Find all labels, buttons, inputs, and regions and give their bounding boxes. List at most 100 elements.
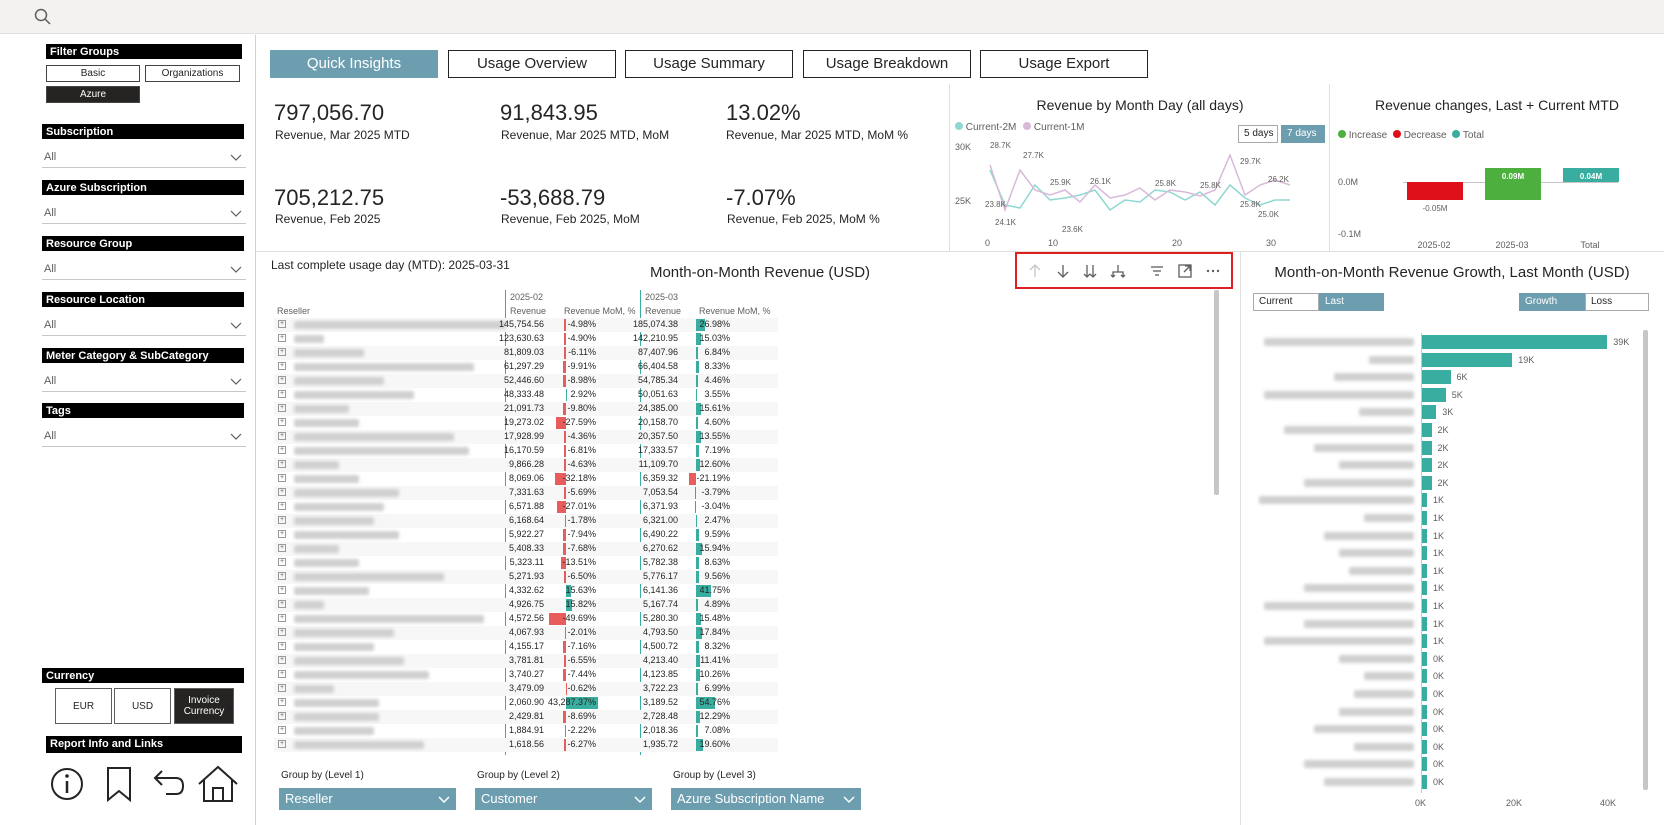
growth-bar[interactable] [1422, 563, 1427, 578]
type-growth-button[interactable]: Growth [1519, 293, 1585, 311]
table-row[interactable]: +7,331.63 -5.69% 7,053.54 -3.79% [274, 486, 778, 500]
growth-bar[interactable] [1422, 475, 1432, 490]
table-row[interactable]: +48,333.48 2.92% 50,051.63 3.55% [274, 388, 778, 402]
table-row[interactable]: +4,067.93 -2.01% 4,793.50 17.84% [274, 626, 778, 640]
expand-icon[interactable]: + [278, 642, 286, 650]
growth-bar[interactable] [1422, 335, 1608, 349]
expand-icon[interactable]: + [278, 348, 286, 356]
info-icon[interactable] [47, 764, 87, 804]
table-row[interactable]: +4,332.62 15.63% 6,141.36 41.75% [274, 584, 778, 598]
table-row[interactable]: +16,170.59 -6.81% 17,333.57 7.19% [274, 444, 778, 458]
expand-icon[interactable]: + [278, 656, 286, 664]
expand-icon[interactable]: + [278, 740, 286, 748]
filter-icon[interactable] [1149, 263, 1165, 279]
table-row[interactable]: +5,408.33 -7.68% 6,270.62 15.94% [274, 542, 778, 556]
more-options-icon[interactable] [1205, 263, 1221, 279]
period-current-button[interactable]: Current [1253, 293, 1319, 311]
currency-invoice-button[interactable]: Invoice Currency [174, 688, 234, 724]
growth-bar[interactable] [1422, 775, 1427, 789]
table-row[interactable]: +5,323.11 -13.51% 5,782.38 8.63% [274, 556, 778, 570]
table-row[interactable]: +145,754.56 -4.98% 185,074.38 26.98% [274, 318, 778, 332]
expand-icon[interactable]: + [278, 670, 286, 678]
growth-bar[interactable] [1422, 405, 1437, 420]
expand-icon[interactable]: + [278, 586, 286, 594]
table-row[interactable]: +19,273.02 -27.59% 20,158.70 4.60% [274, 416, 778, 430]
expand-icon[interactable]: + [278, 698, 286, 706]
expand-icon[interactable]: + [278, 320, 286, 328]
table-row[interactable]: +123,630.63 -4.90% 142,210.95 15.03% [274, 332, 778, 346]
group-by-level3-dropdown[interactable]: Azure Subscription Name [671, 788, 861, 810]
table-row[interactable]: +1,884.91 -2.22% 2,018.36 7.08% [274, 724, 778, 738]
group-by-level2-dropdown[interactable]: Customer [475, 788, 652, 810]
table-row[interactable]: +4,926.75 15.82% 5,167.74 4.89% [274, 598, 778, 612]
growth-bar[interactable] [1422, 581, 1427, 596]
table-row[interactable]: +3,740.27 -7.44% 4,123.85 10.26% [274, 668, 778, 682]
back-icon[interactable] [148, 764, 188, 804]
search-icon[interactable] [33, 7, 53, 27]
growth-bar[interactable] [1422, 722, 1427, 737]
table-row[interactable]: +4,572.56 -49.69% 5,280.30 15.48% [274, 612, 778, 626]
type-loss-button[interactable]: Loss [1585, 293, 1649, 311]
growth-bar[interactable] [1422, 704, 1427, 719]
expand-icon[interactable]: + [278, 502, 286, 510]
growth-bar[interactable] [1422, 493, 1427, 508]
expand-icon[interactable]: + [278, 418, 286, 426]
growth-bar[interactable] [1422, 440, 1432, 455]
table-row[interactable]: +61,297.29 -9.91% 66,404.58 8.33% [274, 360, 778, 374]
table-row[interactable]: +3,479.09 -0.62% 3,722.23 6.99% [274, 682, 778, 696]
tags-slicer[interactable]: All [42, 425, 246, 447]
filter-group-organizations-button[interactable]: Organizations [145, 65, 240, 82]
expand-icon[interactable]: + [278, 558, 286, 566]
growth-bar[interactable] [1422, 651, 1427, 666]
expand-icon[interactable]: + [278, 460, 286, 468]
growth-bar[interactable] [1422, 739, 1427, 754]
expand-icon[interactable]: + [278, 362, 286, 370]
expand-icon[interactable]: + [278, 376, 286, 384]
currency-eur-button[interactable]: EUR [55, 688, 112, 724]
expand-icon[interactable]: + [278, 600, 286, 608]
table-row[interactable]: +81,809.03 -6.11% 87,407.96 6.84% [274, 346, 778, 360]
matrix-header-reseller[interactable]: Reseller [277, 306, 311, 316]
table-row[interactable]: +1,618.56 -6.27% 1,935.72 19.60% [274, 738, 778, 752]
tab-usage-breakdown[interactable]: Usage Breakdown [803, 50, 971, 78]
expand-icon[interactable]: + [278, 404, 286, 412]
meter-category-slicer[interactable]: All [42, 370, 246, 392]
expand-icon[interactable]: + [278, 516, 286, 524]
table-row[interactable]: +2,060.90 43,287.37% 3,189.52 54.76% [274, 696, 778, 710]
expand-all-down-icon[interactable] [1082, 263, 1098, 279]
expand-icon[interactable]: + [278, 432, 286, 440]
growth-bar[interactable] [1422, 370, 1451, 385]
matrix-header-revenue[interactable]: Revenue [645, 306, 682, 316]
azure-subscription-slicer[interactable]: All [42, 202, 246, 224]
table-row[interactable]: +3,781.81 -6.55% 4,213.40 11.41% [274, 654, 778, 668]
expand-icon[interactable]: + [278, 628, 286, 636]
growth-bar[interactable] [1422, 687, 1427, 701]
expand-icon[interactable]: + [278, 334, 286, 342]
drill-down-icon[interactable] [1110, 263, 1126, 279]
table-row[interactable]: +21,091.73 -9.80% 24,385.00 15.61% [274, 402, 778, 416]
expand-icon[interactable]: + [278, 488, 286, 496]
growth-bar[interactable] [1422, 458, 1432, 473]
expand-icon[interactable]: + [278, 390, 286, 398]
table-row[interactable]: +8,069.06 -32.18% 6,359.32 -21.19% [274, 472, 778, 486]
table-row[interactable]: +2,429.81 -8.69% 2,728.48 12.29% [274, 710, 778, 724]
expand-icon[interactable]: + [278, 446, 286, 454]
tab-usage-overview[interactable]: Usage Overview [448, 50, 616, 78]
arrow-up-icon[interactable] [1027, 263, 1043, 279]
growth-bar[interactable] [1422, 352, 1513, 367]
period-last-button[interactable]: Last [1319, 293, 1384, 311]
growth-bar[interactable] [1422, 546, 1427, 561]
expand-icon[interactable]: + [278, 572, 286, 580]
filter-group-basic-button[interactable]: Basic [46, 65, 140, 82]
expand-icon[interactable]: + [278, 684, 286, 692]
expand-icon[interactable]: + [278, 614, 286, 622]
toggle-7-days[interactable]: 7 days [1281, 125, 1325, 143]
growth-bar[interactable] [1422, 616, 1427, 631]
toggle-5-days[interactable]: 5 days [1238, 125, 1278, 143]
bookmark-icon[interactable] [99, 764, 139, 804]
filter-group-azure-button[interactable]: Azure [46, 86, 140, 103]
subscription-slicer[interactable]: All [42, 146, 246, 168]
resource-location-slicer[interactable]: All [42, 314, 246, 336]
growth-bar[interactable] [1422, 669, 1427, 684]
tab-usage-summary[interactable]: Usage Summary [625, 50, 793, 78]
